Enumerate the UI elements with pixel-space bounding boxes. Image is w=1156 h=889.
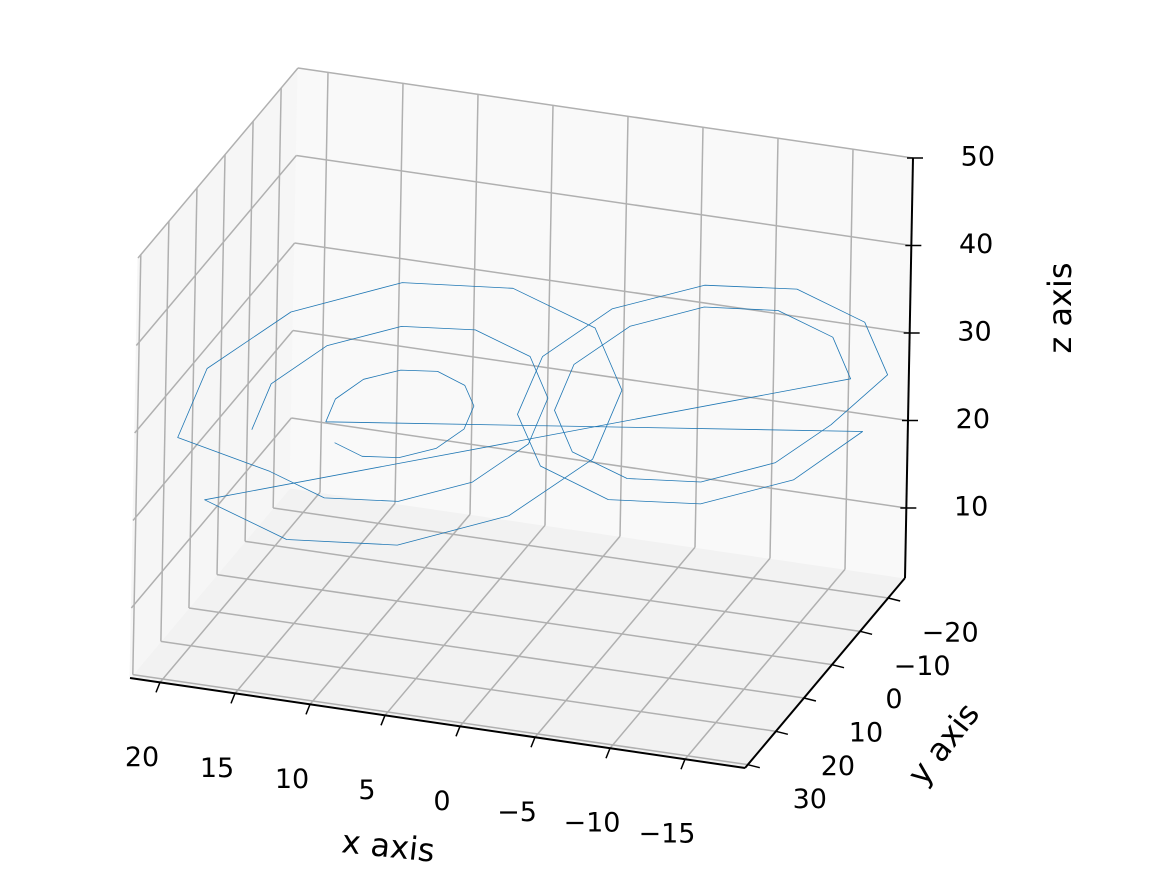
grid-line (459, 535, 621, 727)
y-tick-label: −20 (922, 618, 979, 649)
x-tick (680, 758, 686, 770)
z-tick-label: 40 (959, 229, 993, 260)
grid-line (309, 513, 471, 705)
x-tick (605, 747, 611, 759)
x-tick-label: 10 (275, 764, 309, 795)
grid-line (297, 67, 914, 159)
x-tick-label: −10 (564, 808, 621, 839)
grid-line (273, 507, 889, 599)
grid-line (384, 524, 546, 716)
y-axis-label: y axis (900, 695, 987, 792)
grid-line (609, 557, 771, 749)
panes (129, 66, 914, 769)
grid-line (130, 417, 292, 609)
z-tick-label: 50 (961, 142, 995, 173)
x-tick-label: −5 (497, 797, 537, 828)
y-tick-label: 20 (821, 751, 855, 782)
grid-line (534, 546, 696, 738)
grid-line (291, 417, 907, 509)
x-tick-label: 15 (200, 753, 234, 784)
y-tick-label: 10 (849, 718, 883, 749)
y-tick (775, 730, 789, 736)
z-tick-label: 30 (957, 317, 991, 348)
x-tick (380, 715, 386, 726)
grid-line (294, 242, 910, 334)
z-axis-label: z axis (1041, 262, 1079, 353)
y-tick (887, 597, 901, 602)
grid-line (234, 502, 396, 694)
y-tick-label: 0 (885, 684, 902, 715)
x-tick (305, 704, 311, 715)
x-tick (455, 726, 461, 737)
grid-line (132, 673, 748, 766)
x-axis-line (129, 677, 746, 769)
y-tick (747, 763, 760, 769)
y-tick (859, 630, 873, 636)
grid-line (244, 540, 861, 633)
x-tick-label: 0 (433, 786, 450, 817)
grid-line (292, 329, 909, 422)
x-tick-label: 20 (125, 742, 159, 773)
grid-line (135, 155, 297, 346)
grid-line (134, 242, 296, 434)
grid-line (160, 640, 776, 733)
grid-line (296, 154, 912, 247)
x-tick (155, 682, 161, 693)
grid-line (137, 67, 299, 259)
x-tick (230, 693, 236, 704)
x-tick (530, 736, 536, 748)
grid-line (216, 573, 833, 666)
trajectory-line (177, 282, 888, 546)
x-axis-label: x axis (340, 822, 437, 870)
grid-line (188, 607, 805, 699)
y-tick-label: −10 (894, 651, 951, 682)
y-axis-line (744, 577, 906, 769)
z-tick-label: 20 (956, 404, 990, 435)
y-tick (803, 697, 817, 702)
z-axis-line (904, 157, 914, 579)
x-tick-label: −15 (639, 819, 696, 850)
x-tick-label: 5 (358, 775, 375, 806)
y-tick (831, 663, 845, 669)
y-tick-label: 30 (793, 784, 827, 815)
grid-line (159, 491, 321, 683)
grid-line (684, 568, 846, 760)
grid-line (132, 330, 294, 521)
z-tick-label: 10 (954, 492, 988, 523)
